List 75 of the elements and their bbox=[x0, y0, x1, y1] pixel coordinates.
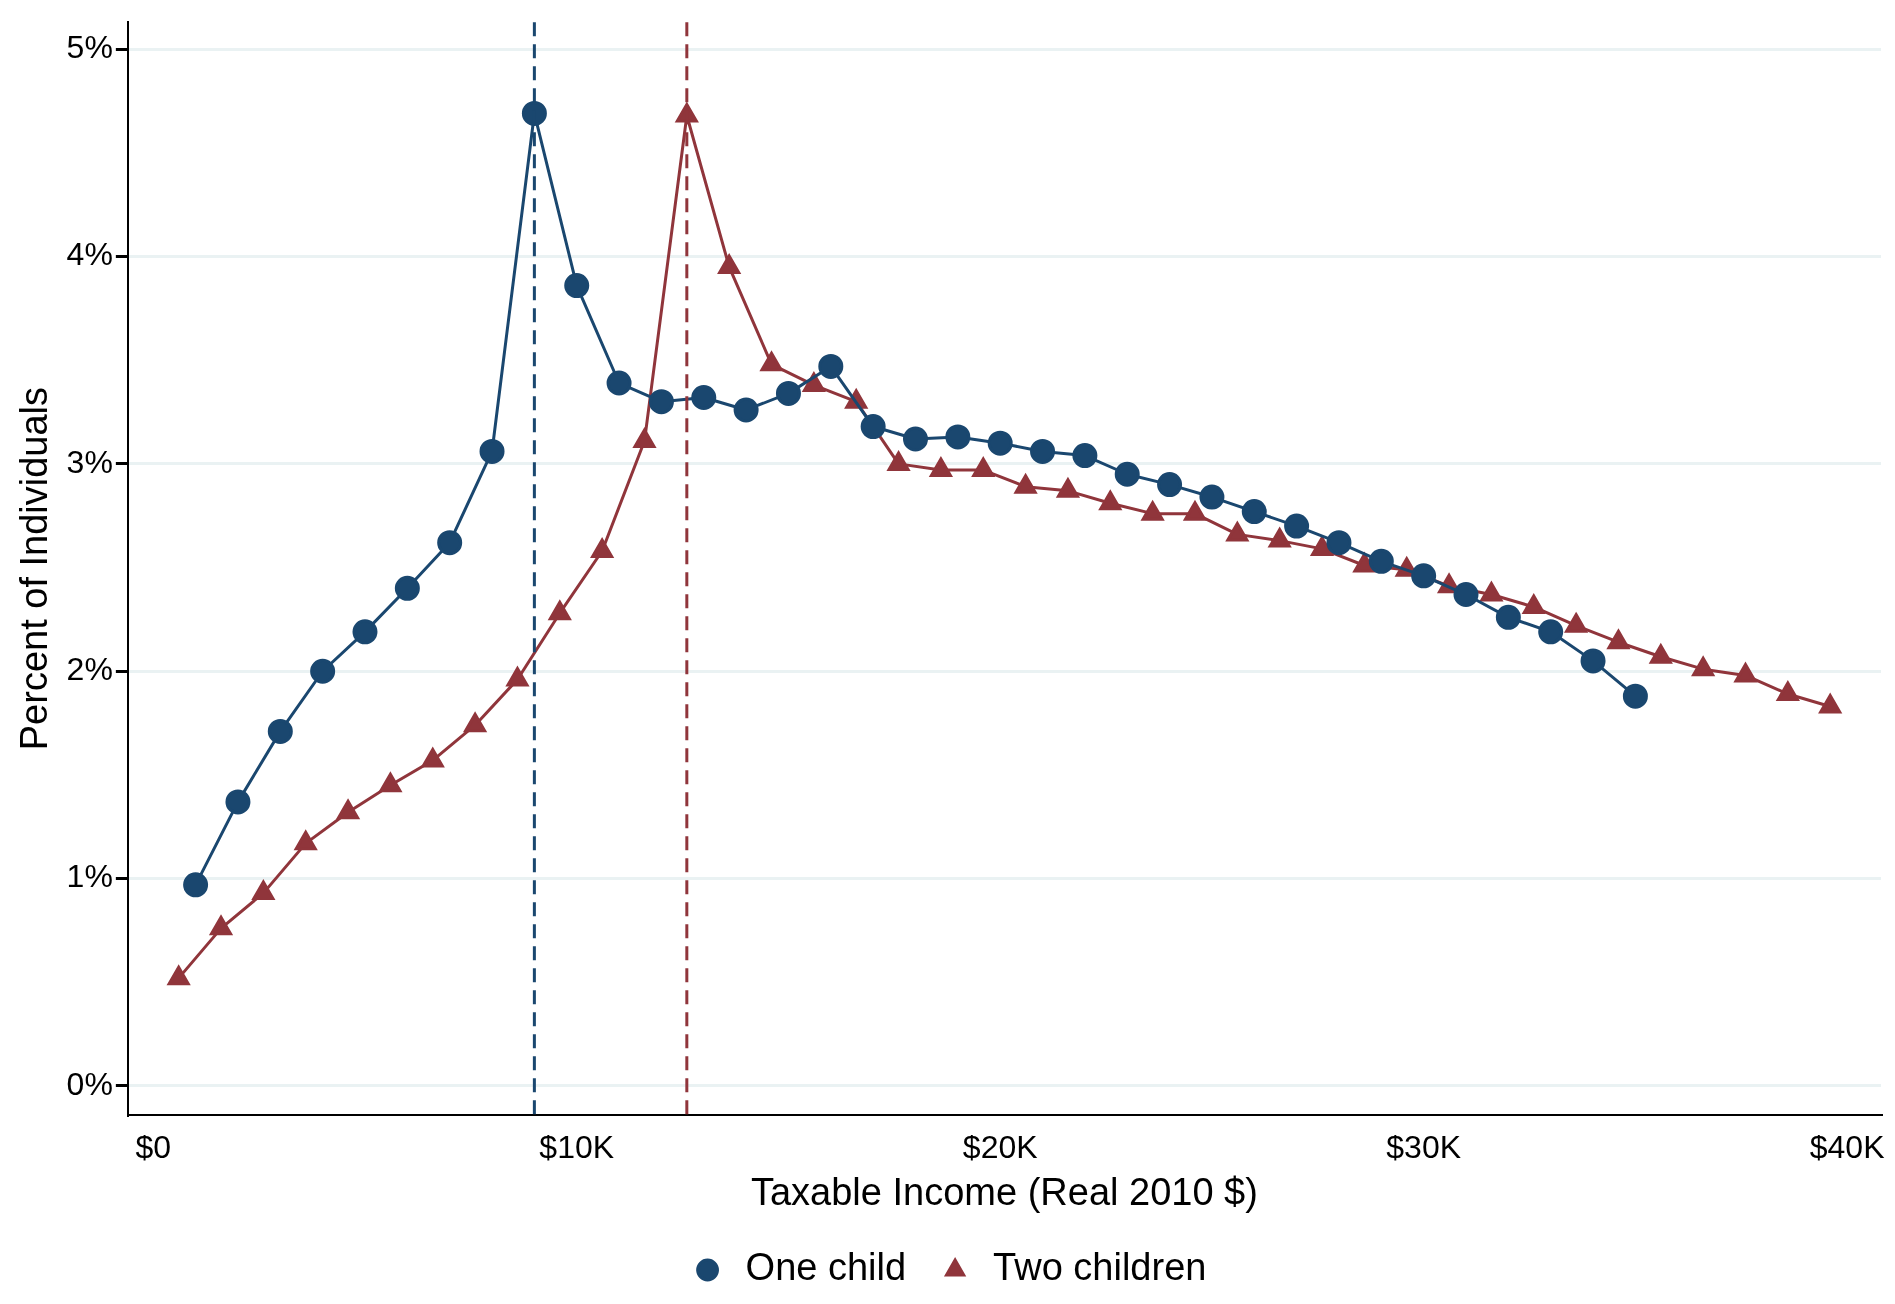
point bbox=[337, 799, 360, 820]
y-tick-label: 5% bbox=[66, 28, 113, 65]
y-tick-label: 0% bbox=[66, 1065, 113, 1102]
legend-label: Two children bbox=[993, 1246, 1207, 1289]
point bbox=[1649, 644, 1672, 664]
point bbox=[1776, 681, 1799, 702]
x-tick-label: $10K bbox=[539, 1129, 615, 1166]
point bbox=[464, 712, 487, 733]
point bbox=[1030, 438, 1056, 464]
point bbox=[802, 372, 825, 393]
point bbox=[421, 747, 444, 768]
point bbox=[1311, 536, 1334, 556]
point bbox=[379, 772, 402, 793]
x-tick-label: $20K bbox=[962, 1129, 1038, 1166]
point bbox=[945, 424, 971, 450]
point bbox=[209, 915, 233, 936]
point bbox=[437, 530, 463, 556]
point bbox=[506, 667, 529, 687]
point bbox=[521, 100, 547, 126]
point bbox=[1199, 484, 1225, 510]
point bbox=[1522, 594, 1545, 614]
point bbox=[1692, 656, 1715, 677]
point bbox=[1183, 501, 1207, 521]
point bbox=[252, 880, 275, 901]
point bbox=[1480, 582, 1503, 602]
point bbox=[633, 428, 656, 449]
y-tick-label: 4% bbox=[66, 236, 113, 273]
point bbox=[606, 370, 632, 396]
point bbox=[929, 457, 952, 478]
point bbox=[1284, 513, 1310, 539]
point bbox=[1072, 443, 1098, 469]
point bbox=[733, 397, 759, 423]
point bbox=[987, 430, 1013, 456]
y-tick-label: 2% bbox=[66, 651, 113, 688]
point bbox=[887, 451, 910, 471]
x-axis-title: Taxable Income (Real 2010 $) bbox=[750, 1170, 1258, 1213]
point bbox=[548, 600, 571, 621]
point bbox=[1056, 478, 1079, 498]
x-tick-label: $0 bbox=[135, 1129, 172, 1166]
point bbox=[818, 353, 844, 379]
point bbox=[1565, 613, 1588, 633]
point bbox=[1326, 530, 1352, 556]
point bbox=[1157, 472, 1183, 498]
point bbox=[1114, 461, 1140, 487]
point bbox=[294, 830, 317, 851]
x-tick-label: $40K bbox=[1809, 1129, 1885, 1166]
point bbox=[564, 273, 590, 299]
point bbox=[1099, 490, 1122, 511]
legend-label: One child bbox=[745, 1246, 907, 1289]
point bbox=[775, 380, 801, 406]
y-tick-label: 1% bbox=[66, 858, 113, 895]
point bbox=[1495, 604, 1521, 630]
point bbox=[167, 965, 190, 986]
point bbox=[1241, 499, 1267, 525]
point bbox=[1014, 474, 1037, 494]
point bbox=[1819, 694, 1842, 714]
point bbox=[972, 457, 995, 478]
point bbox=[1607, 629, 1630, 650]
point bbox=[1411, 563, 1437, 589]
point bbox=[691, 385, 717, 411]
point bbox=[591, 538, 614, 558]
point bbox=[1141, 501, 1164, 521]
point bbox=[1368, 548, 1394, 574]
point bbox=[903, 426, 928, 452]
point bbox=[1268, 528, 1291, 548]
point bbox=[648, 389, 674, 415]
point bbox=[860, 414, 886, 440]
y-axis-title: Percent of Individuals bbox=[13, 386, 56, 751]
x-tick-label: $30K bbox=[1386, 1129, 1462, 1166]
point bbox=[310, 658, 336, 684]
point bbox=[1226, 521, 1249, 542]
point bbox=[1734, 662, 1757, 683]
y-tick-label: 3% bbox=[66, 443, 113, 480]
point bbox=[479, 438, 505, 464]
point bbox=[394, 575, 420, 601]
